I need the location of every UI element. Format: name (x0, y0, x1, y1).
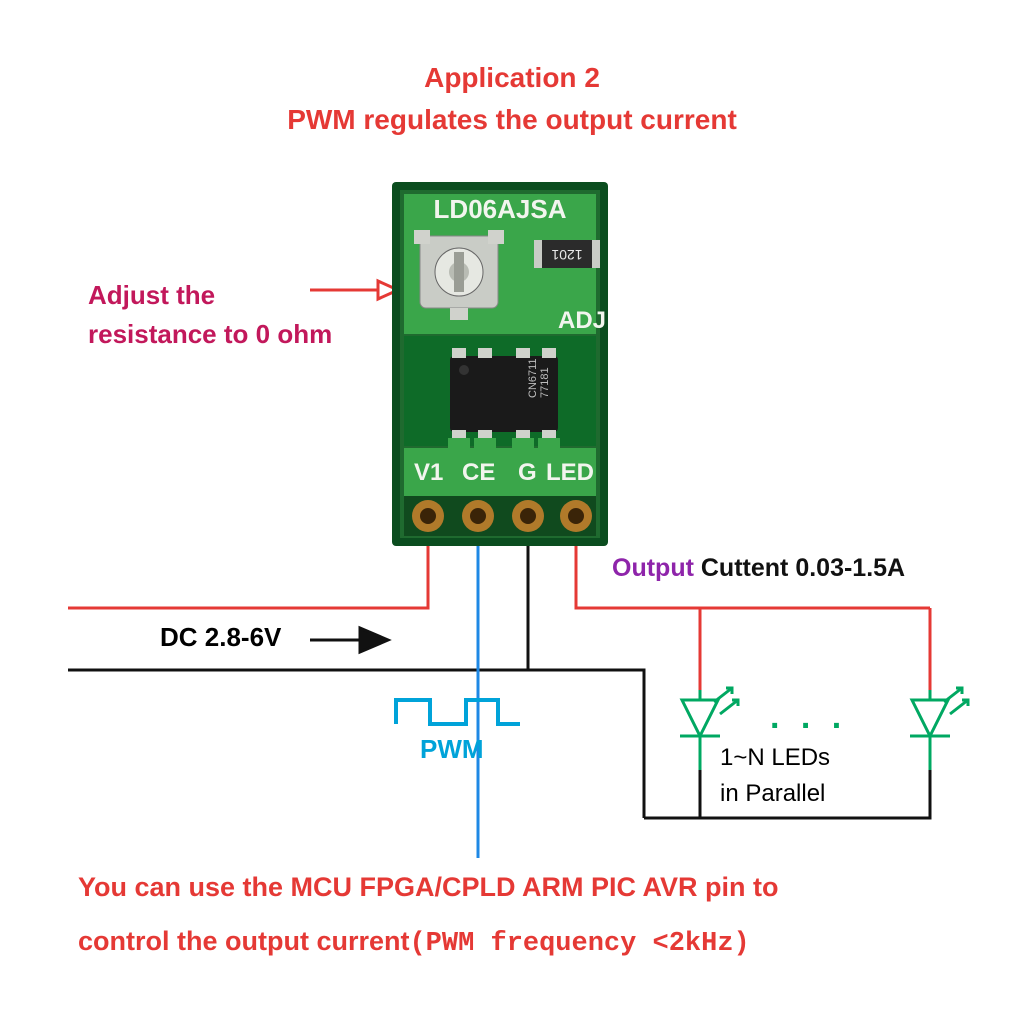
footnote: You can use the MCU FPGA/CPLD ARM PIC AV… (78, 860, 779, 971)
ellipsis-dots: . . . (770, 698, 847, 737)
output-word: Output (612, 554, 694, 582)
pwm-label: PWM (420, 734, 484, 765)
pwm-waveform-icon (396, 700, 520, 724)
dc-arrow-icon (310, 628, 388, 652)
foot-line1: You can use the MCU FPGA/CPLD ARM PIC AV… (78, 872, 779, 902)
leds-line2: in Parallel (720, 780, 825, 807)
diagram-stage: Application 2 PWM regulates the output c… (0, 0, 1024, 1024)
current-word: Cuttent (701, 554, 788, 582)
foot-line2a: control the output current (78, 926, 409, 956)
led-count-label: 1~N LEDs in Parallel (720, 740, 830, 812)
output-range: 0.03-1.5A (795, 554, 905, 582)
led-symbol-2 (910, 688, 968, 770)
dc-label: DC 2.8-6V (160, 622, 281, 653)
wire-vin (68, 546, 428, 608)
leds-line1: 1~N LEDs (720, 744, 830, 771)
foot-line2b: (PWM frequency <2kHz) (409, 929, 749, 959)
output-label: Output Cuttent 0.03-1.5A (612, 554, 905, 583)
